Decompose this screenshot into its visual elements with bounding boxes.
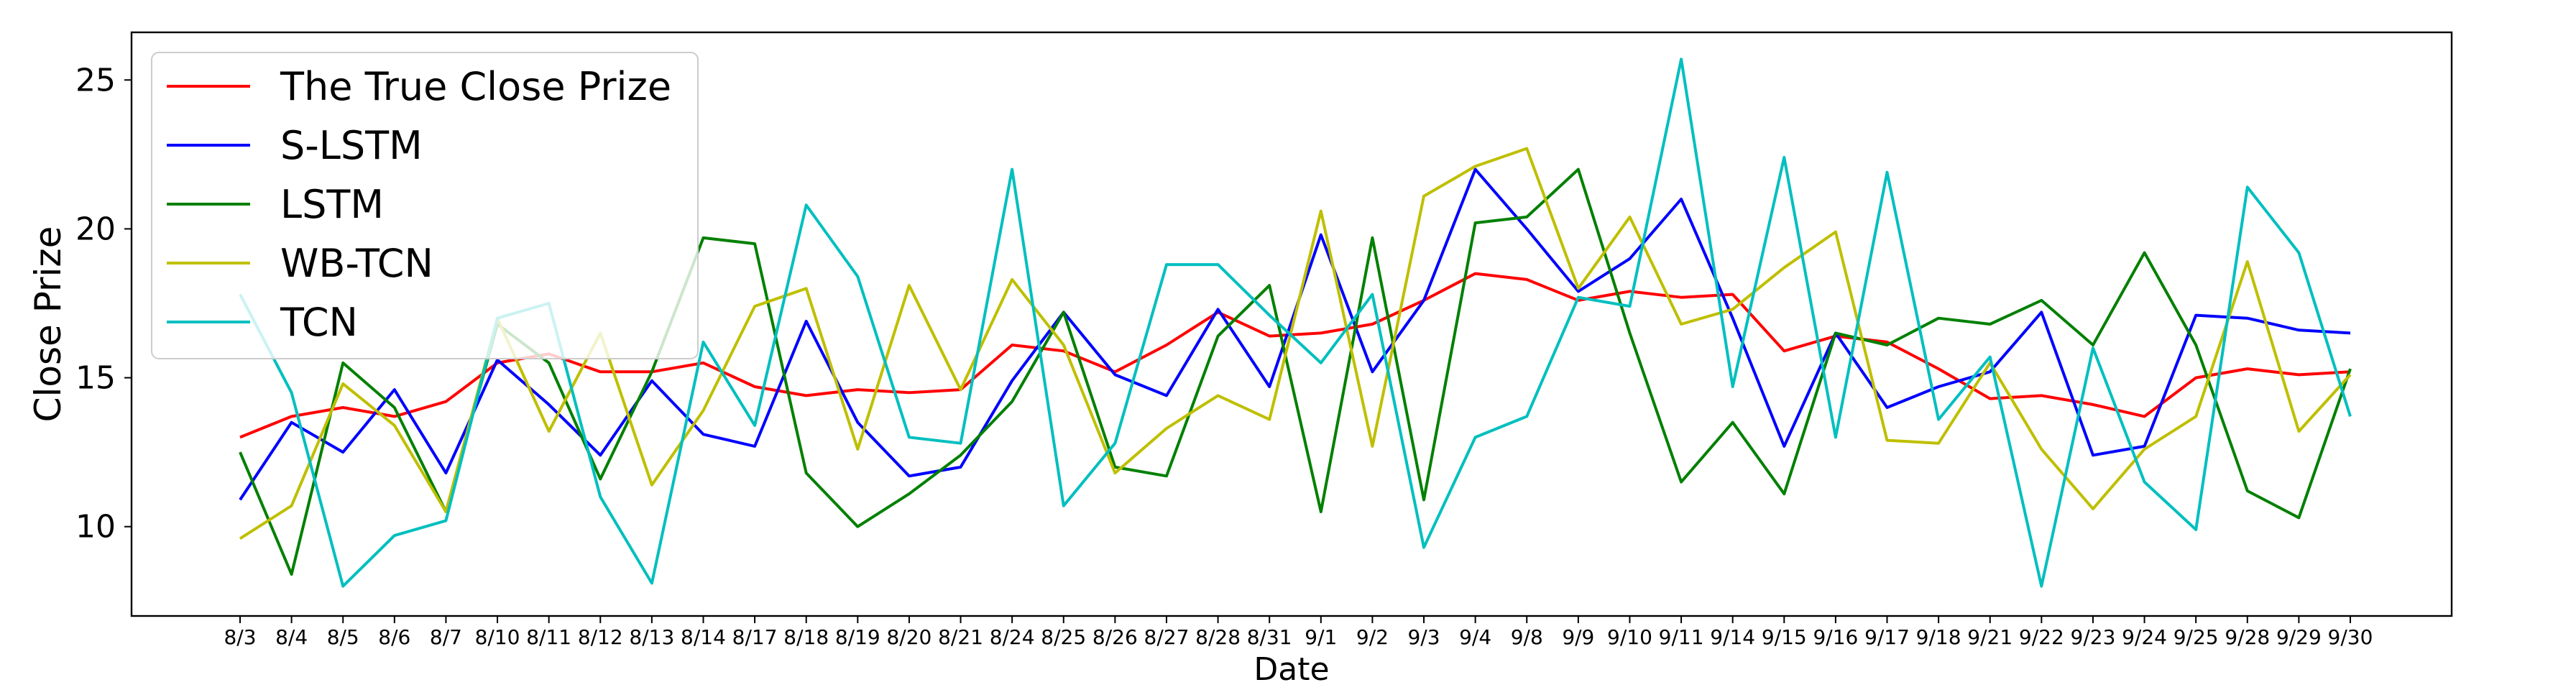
legend-box xyxy=(151,52,699,359)
x-tick-label: 9/4 xyxy=(1459,625,1491,649)
x-tick-label: 8/11 xyxy=(526,625,571,649)
x-tick-label: 9/29 xyxy=(2276,625,2322,649)
x-tick-label: 8/7 xyxy=(430,625,462,649)
x-tick-label: 8/5 xyxy=(327,625,359,649)
x-tick-label: 9/17 xyxy=(1864,625,1910,649)
x-tick-label: 9/2 xyxy=(1356,625,1389,649)
y-tick-label: 25 xyxy=(75,62,116,98)
y-axis-label: Close Prize xyxy=(27,226,69,423)
x-tick-label: 9/10 xyxy=(1607,625,1652,649)
x-tick-label: 8/27 xyxy=(1144,625,1190,649)
y-tick-label: 15 xyxy=(75,360,116,397)
plot-frame xyxy=(130,31,2453,617)
x-tick-label: 8/14 xyxy=(681,625,726,649)
x-tick-label: 8/26 xyxy=(1092,625,1138,649)
x-tick-label: 8/18 xyxy=(783,625,829,649)
legend-label: LSTM xyxy=(280,182,384,227)
x-tick-label: 8/21 xyxy=(938,625,983,649)
x-tick-label: 9/15 xyxy=(1762,625,1807,649)
x-tick-label: 8/17 xyxy=(732,625,778,649)
x-tick-label: 8/6 xyxy=(378,625,410,649)
x-tick-label: 8/24 xyxy=(990,625,1035,649)
x-axis-label: Date xyxy=(1254,651,1329,688)
legend-label: WB-TCN xyxy=(280,241,433,286)
x-tick-label: 9/21 xyxy=(1967,625,2012,649)
x-tick-label: 9/23 xyxy=(2071,625,2116,649)
x-tick-label: 8/13 xyxy=(629,625,674,649)
x-tick-label: 9/11 xyxy=(1659,625,1704,649)
x-tick-label: 8/10 xyxy=(475,625,520,649)
series-line-4 xyxy=(239,58,2352,588)
x-tick-label: 8/31 xyxy=(1247,625,1292,649)
y-tick-label: 20 xyxy=(75,211,116,247)
x-tick-label: 9/9 xyxy=(1562,625,1594,649)
x-tick-label: 9/8 xyxy=(1511,625,1543,649)
x-tick-label: 9/16 xyxy=(1813,625,1858,649)
x-tick-label: 9/30 xyxy=(2328,625,2373,649)
x-tick-label: 9/14 xyxy=(1710,625,1755,649)
legend-label: TCN xyxy=(280,300,358,345)
legend-label: S-LSTM xyxy=(280,123,423,168)
x-tick-label: 8/19 xyxy=(835,625,880,649)
x-tick-label: 9/25 xyxy=(2174,625,2219,649)
x-tick-label: 8/25 xyxy=(1041,625,1086,649)
x-tick-label: 8/3 xyxy=(224,625,256,649)
x-tick-label: 9/18 xyxy=(1916,625,1961,649)
x-tick-label: 9/28 xyxy=(2225,625,2270,649)
axis-ticks: 8/3 8/4 8/5 8/6 8/7 8/10 8/11 8/12 8/13 8/14 8/17 8… xyxy=(75,62,2373,649)
x-tick-label: 9/3 xyxy=(1407,625,1440,649)
x-tick-label: 8/12 xyxy=(578,625,623,649)
x-tick-label: 9/22 xyxy=(2019,625,2064,649)
x-tick-label: 8/4 xyxy=(275,625,308,649)
x-tick-label: 8/20 xyxy=(886,625,932,649)
y-tick-label: 10 xyxy=(75,509,116,546)
x-tick-label: 8/28 xyxy=(1195,625,1241,649)
x-tick-label: 9/24 xyxy=(2122,625,2167,649)
x-tick-label: 9/1 xyxy=(1305,625,1337,649)
legend-label: The True Close Prize xyxy=(280,64,671,109)
legend: The True Close Prize S-LSTM LSTM WB-TCN TCN xyxy=(151,52,699,359)
